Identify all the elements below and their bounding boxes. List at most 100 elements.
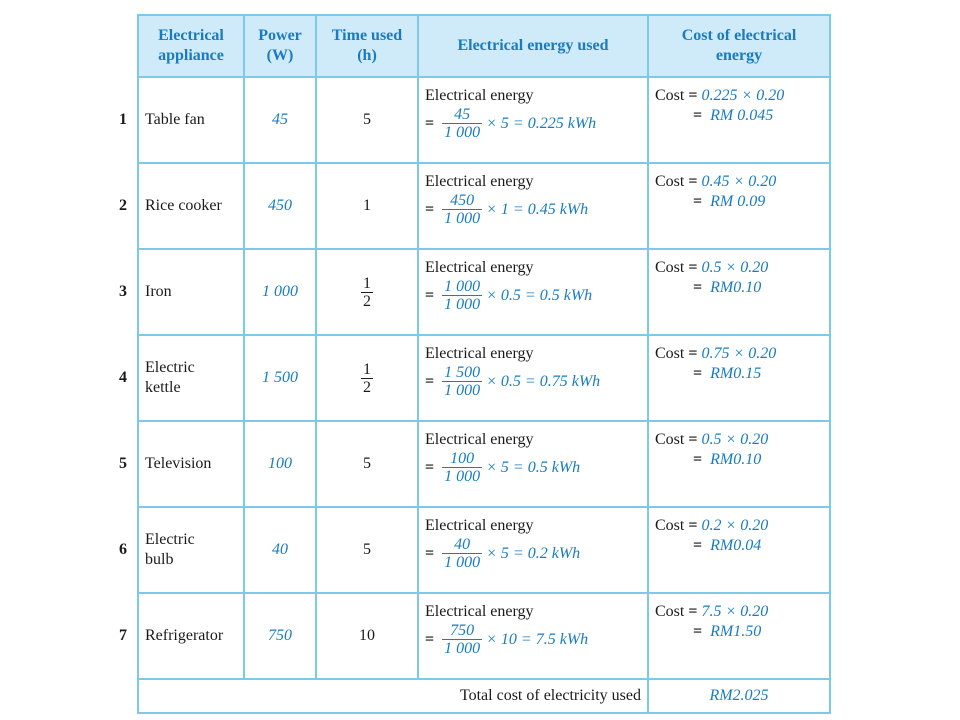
energy-fraction-denominator: 1 000 <box>442 639 483 657</box>
cost-result: RM0.15 <box>710 365 762 382</box>
header-power-line2: (W) <box>266 47 294 64</box>
cost-result-line: = RM0.10 <box>655 450 829 470</box>
cost-cell: Cost = 0.5 × 0.20 = RM0.10 <box>647 420 831 508</box>
table-row: 5 Television 100 5 Electrical energy = 1… <box>119 420 831 508</box>
time-value: 5 <box>363 541 371 558</box>
energy-cell: Electrical energy = 450 1 000 × 1 = 0.45… <box>417 162 649 250</box>
power-value: 100 <box>268 455 292 472</box>
energy-formula: = 45 1 000 × 5 = 0.225 kWh <box>425 106 647 141</box>
equals-sign: = <box>425 544 435 562</box>
energy-fraction: 1 000 1 000 <box>442 278 483 313</box>
energy-cost-table: Electrical appliance Power (W) Time used… <box>119 14 831 714</box>
energy-fraction-denominator: 1 000 <box>442 295 483 313</box>
energy-label: Electrical energy <box>425 517 534 534</box>
energy-fraction-numerator: 750 <box>450 622 475 639</box>
cost-expression-line: Cost = 0.225 × 0.20 <box>655 86 829 106</box>
header-time-line1: Time used <box>331 27 403 44</box>
energy-result: × 1 = 0.45 kWh <box>486 200 589 218</box>
energy-fraction-denominator: 1 000 <box>442 123 483 141</box>
energy-result: × 5 = 0.5 kWh <box>486 458 581 476</box>
appliance-name-line: Electric <box>145 359 195 376</box>
appliance-name-line: Refrigerator <box>145 627 224 644</box>
time-value: 5 <box>363 455 371 472</box>
appliance-cell: 7 Refrigerator <box>119 592 245 680</box>
time-fraction-numerator: 1 <box>363 360 371 378</box>
appliance-cell: 6 Electric bulb <box>119 506 245 594</box>
energy-fraction-numerator: 1 000 <box>444 278 481 295</box>
cost-expression: 7.5 × 0.20 <box>701 603 769 620</box>
energy-formula: = 40 1 000 × 5 = 0.2 kWh <box>425 536 647 571</box>
row-number: 4 <box>119 369 127 386</box>
equals-sign: = <box>693 537 703 554</box>
power-value: 45 <box>272 111 288 128</box>
power-cell: 45 <box>243 76 317 164</box>
cost-expression-line: Cost = 0.5 × 0.20 <box>655 430 829 450</box>
cost-result-line: = RM0.04 <box>655 536 829 556</box>
cost-result: RM 0.09 <box>710 193 766 210</box>
appliance-cell: 1 Table fan <box>119 76 245 164</box>
cost-result: RM0.10 <box>710 451 762 468</box>
equals-sign: = <box>688 259 702 276</box>
time-value: 10 <box>359 627 375 644</box>
row-number: 1 <box>119 111 127 128</box>
appliance-name-line: Iron <box>145 283 172 300</box>
header-energy-label: Electrical energy used <box>457 37 609 54</box>
cost-label: Cost <box>655 345 685 362</box>
time-cell: 1 2 <box>315 334 419 422</box>
energy-result: × 10 = 7.5 kWh <box>486 630 589 648</box>
table-body: 1 Table fan 45 5 Electrical energy = 45 … <box>119 76 831 680</box>
equals-sign: = <box>693 279 703 296</box>
cost-result-line: = RM0.15 <box>655 364 829 384</box>
equals-sign: = <box>688 431 702 448</box>
equals-sign: = <box>693 623 703 640</box>
cost-label: Cost <box>655 431 685 448</box>
cost-expression: 0.45 × 0.20 <box>701 173 777 190</box>
equals-sign: = <box>425 200 435 218</box>
cost-expression: 0.75 × 0.20 <box>701 345 777 362</box>
energy-fraction: 100 1 000 <box>442 450 483 485</box>
row-number: 3 <box>119 283 127 300</box>
power-value: 40 <box>272 541 288 558</box>
time-fraction: 1 2 <box>361 361 373 396</box>
energy-result: × 5 = 0.225 kWh <box>486 114 597 132</box>
energy-fraction-numerator: 450 <box>450 192 475 209</box>
time-cell: 1 2 <box>315 248 419 336</box>
energy-label: Electrical energy <box>425 259 534 276</box>
energy-fraction-denominator: 1 000 <box>442 209 483 227</box>
energy-fraction: 450 1 000 <box>442 192 483 227</box>
energy-result: × 0.5 = 0.5 kWh <box>486 286 593 304</box>
cost-result: RM1.50 <box>710 623 762 640</box>
appliance-cell: 5 Television <box>119 420 245 508</box>
equals-sign: = <box>688 517 702 534</box>
energy-fraction-denominator: 1 000 <box>442 467 483 485</box>
header-row: Electrical appliance Power (W) Time used… <box>137 14 831 78</box>
cost-label: Cost <box>655 173 685 190</box>
time-cell: 5 <box>315 420 419 508</box>
power-value: 750 <box>268 627 292 644</box>
power-cell: 100 <box>243 420 317 508</box>
equals-sign: = <box>688 173 702 190</box>
equals-sign: = <box>425 372 435 390</box>
power-cell: 1 500 <box>243 334 317 422</box>
appliance-name-line: Television <box>145 455 212 472</box>
cost-expression: 0.5 × 0.20 <box>701 431 769 448</box>
energy-formula: = 1 000 1 000 × 0.5 = 0.5 kWh <box>425 278 647 313</box>
energy-cell: Electrical energy = 1 000 1 000 × 0.5 = … <box>417 248 649 336</box>
cost-expression-line: Cost = 0.45 × 0.20 <box>655 172 829 192</box>
cost-label: Cost <box>655 87 685 104</box>
energy-fraction: 45 1 000 <box>442 106 483 141</box>
time-fraction-numerator: 1 <box>363 274 371 292</box>
header-power-line1: Power <box>258 27 302 44</box>
energy-fraction: 40 1 000 <box>442 536 483 571</box>
equals-sign: = <box>693 193 703 210</box>
energy-label: Electrical energy <box>425 431 534 448</box>
cost-result: RM 0.045 <box>710 107 774 124</box>
energy-cell: Electrical energy = 45 1 000 × 5 = 0.225… <box>417 76 649 164</box>
cost-label: Cost <box>655 259 685 276</box>
energy-fraction: 1 500 1 000 <box>442 364 483 399</box>
header-appliance-line1: Electrical <box>158 27 224 44</box>
appliance-name-line: Electric <box>145 531 195 548</box>
cost-cell: Cost = 0.2 × 0.20 = RM0.04 <box>647 506 831 594</box>
appliance-name-line: Table fan <box>145 111 205 128</box>
time-value: 5 <box>363 111 371 128</box>
